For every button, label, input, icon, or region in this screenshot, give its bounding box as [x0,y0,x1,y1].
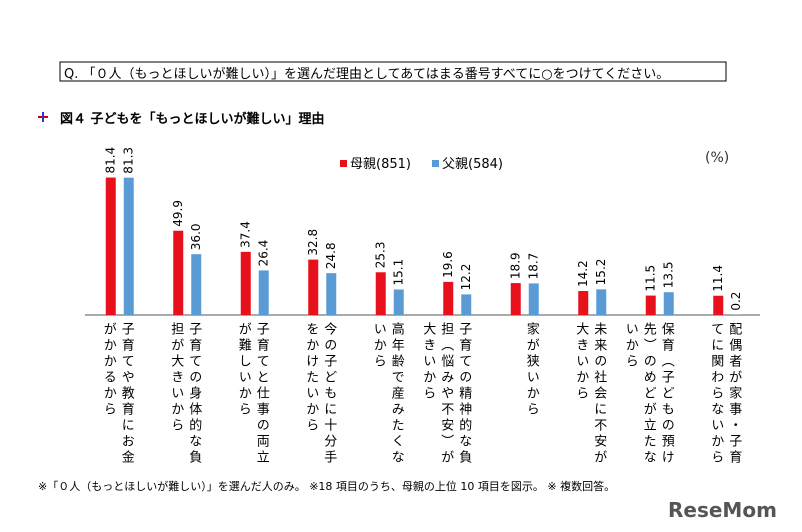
x-tick-label: 家が狭いから [523,322,539,418]
bar [308,259,319,315]
x-tick-label: 子育ての精神的な負担（悩みや不安）が大きいから [420,322,472,466]
bar [326,273,337,315]
bar [713,295,724,315]
x-tick-label: 配偶者が家事・子育てに関わらないから [708,322,742,466]
value-label: 0.2 [729,292,743,311]
x-tick-label: 子育ての身体的な負担が大きいから [168,322,202,466]
value-label: 25.3 [374,242,388,269]
bar [578,291,589,315]
unit-label: (%) [705,150,730,166]
bar [443,281,454,315]
question-box [59,61,727,82]
value-label: 15.1 [392,259,406,286]
legend-label: 母親(851) [350,157,411,172]
legend-swatch [432,160,439,167]
value-label: 49.9 [171,200,185,227]
bar [105,177,116,315]
x-tick-label: 高年齢で産みたくないから [370,322,404,466]
legend-swatch [340,160,347,167]
value-label: 32.8 [306,229,320,256]
value-label: 26.4 [257,240,271,267]
footnote: ※「０人（もっとほしいが難しい）」を選んだ人のみ。 ※18 項目のうち、母親の上… [38,480,616,493]
value-label: 36.0 [189,223,203,250]
bar [645,295,656,315]
value-label: 18.9 [509,252,523,279]
bar [375,272,386,315]
bar [393,289,404,315]
x-tick-label: 今の子どもに十分手をかけたいから [303,322,337,466]
value-label: 11.4 [711,265,725,292]
question: Q. 「０人（もっとほしいが難しい）」を選んだ理由としてあてはまる番号すべてに○… [64,67,670,82]
value-label: 14.2 [576,260,590,287]
bar [173,230,184,315]
value-label: 81.3 [122,147,136,174]
x-tick-label: 保育（子どもの預け先）のめどが立たないから [622,322,674,466]
bar [123,177,134,315]
x-tick-label: 子育てと仕事の両立が難しいから [235,322,269,466]
bar [240,251,251,315]
bar [528,283,539,315]
watermark: ReseMom [668,498,777,522]
bar [258,270,269,315]
value-label: 11.5 [644,265,658,292]
bar [461,294,472,315]
value-label: 24.8 [324,242,338,269]
x-tick-label: 子育てや教育にお金がかかるから [100,322,134,466]
chart-title: 図４ 子どもを「もっとほしいが難しい」理由 [60,112,325,127]
value-label: 37.4 [239,221,253,248]
value-label: 81.4 [104,147,118,174]
value-label: 12.2 [459,264,473,291]
legend-label: 父親(584) [442,157,503,172]
value-label: 15.2 [594,259,608,286]
bar [663,292,674,315]
bar [596,289,607,315]
x-tick-label: 未来の社会に不安が大きいから [573,322,607,466]
bar [510,283,521,315]
value-label: 18.7 [527,253,541,280]
bar [191,254,202,315]
value-label: 13.5 [662,261,676,288]
value-label: 19.6 [441,251,455,278]
